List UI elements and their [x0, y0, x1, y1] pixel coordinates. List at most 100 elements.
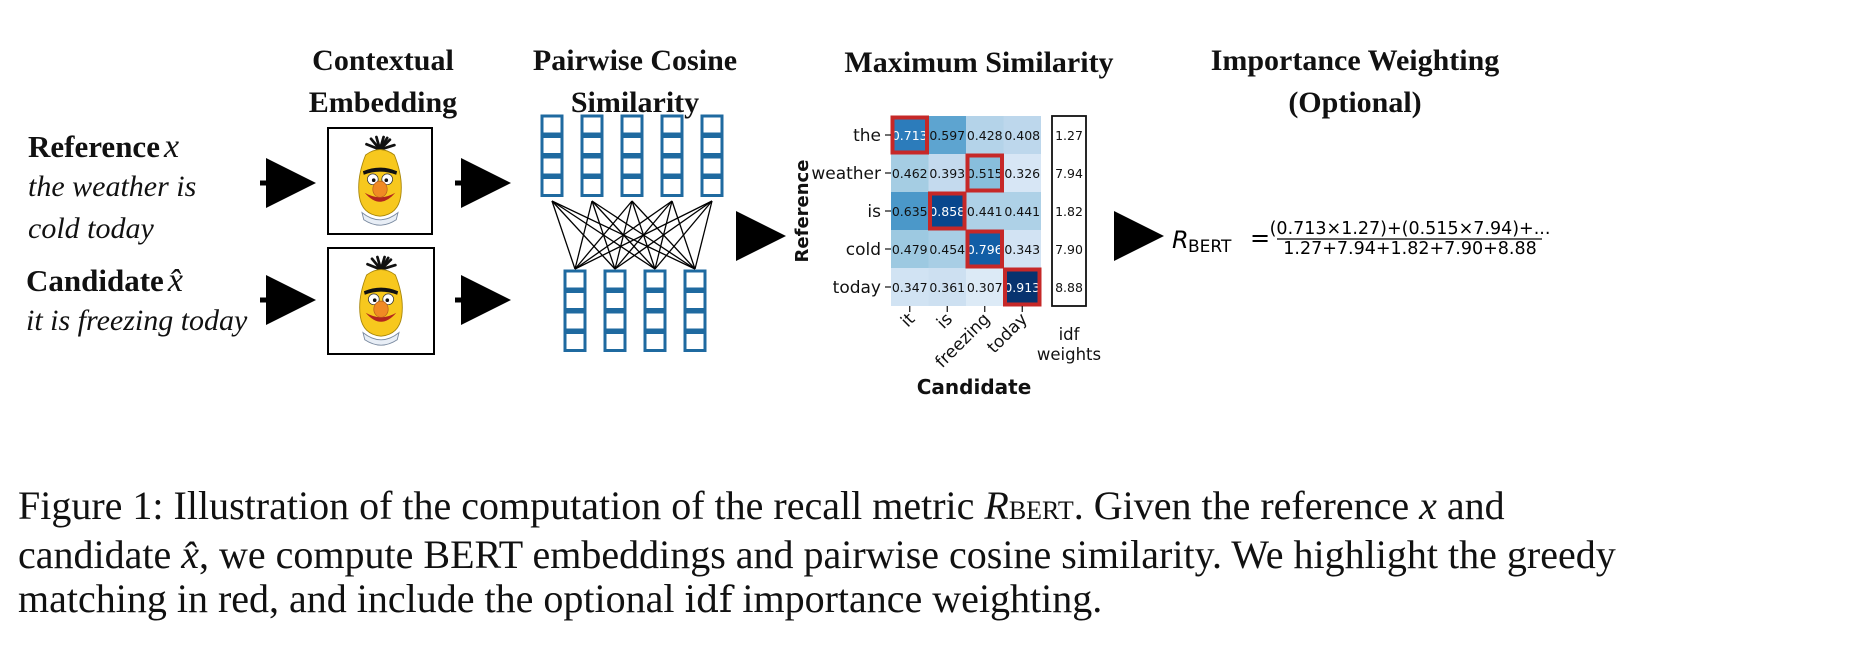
- embedding-cell: [540, 114, 564, 136]
- reference-symbol: x: [163, 128, 180, 165]
- caption-metric-sub: BERT: [1008, 496, 1074, 525]
- heatmap-cell: [891, 192, 929, 230]
- formula-denominator: 1.27+7.94+1.82+7.90+8.88: [1283, 239, 1536, 259]
- network-connection: [614, 200, 713, 270]
- embedding-cell: [563, 269, 587, 291]
- reference-label: Reference: [28, 129, 160, 164]
- pairwise-network: [540, 114, 724, 352]
- heatmap-cell-value: 0.326: [1004, 166, 1040, 181]
- reference-input-block: Reference x the weather is cold today: [28, 128, 196, 250]
- heatmap-ylabel: Reference: [792, 160, 813, 263]
- header-maxsim-line1: Maximum Similarity: [844, 46, 1114, 79]
- embedding-cell: [580, 135, 604, 156]
- heatmap-row-label: is: [867, 202, 881, 222]
- candidate-embedding-column: [683, 269, 707, 352]
- header-contextual-embedding: Contextual Embedding: [290, 40, 476, 124]
- heatmap-cell-value: 0.462: [892, 166, 928, 181]
- heatmap-cell: [928, 116, 966, 154]
- embedding-cell: [580, 155, 604, 177]
- candidate-label: Candidate: [26, 263, 164, 298]
- heatmap-cell-value: 0.713: [892, 128, 928, 143]
- embedding-cell: [700, 114, 724, 136]
- network-connection: [574, 200, 593, 270]
- heatmap-cell-value: 0.597: [929, 128, 965, 143]
- embedding-cell: [660, 176, 684, 197]
- header-pairwise-line2: Similarity: [570, 86, 700, 119]
- arrow-group-left: [260, 158, 1164, 325]
- caption-cand-sym: x̂: [181, 532, 200, 577]
- figure-caption: Figure 1: Illustration of the computatio…: [18, 484, 1848, 623]
- heatmap-cell-value: 0.454: [929, 242, 965, 257]
- embedding-cell: [643, 310, 667, 332]
- embedding-cell: [563, 290, 587, 311]
- reference-embedding-column: [660, 114, 684, 197]
- embedding-cell: [563, 310, 587, 332]
- heatmap-cell-value: 0.858: [929, 204, 965, 219]
- reference-text-line2: cold today: [28, 212, 154, 245]
- heatmap-cell: [891, 116, 929, 154]
- header-contextual-line2: Embedding: [308, 86, 458, 119]
- heatmap-cell-value: 0.307: [967, 280, 1003, 295]
- embedding-cell: [620, 135, 644, 156]
- reference-embedding-column: [540, 114, 564, 197]
- heatmap-cell-value: 0.393: [929, 166, 965, 181]
- heatmap-cell-value: 0.343: [1004, 242, 1040, 257]
- embedding-cell: [643, 331, 667, 352]
- caption-line1-end: and: [1436, 483, 1505, 528]
- caption-line1-pre: Figure 1: Illustration of the computatio…: [18, 483, 985, 528]
- reference-embedding-column: [580, 114, 604, 197]
- idf-weight-value: 8.88: [1055, 280, 1083, 295]
- idf-weights-label: idf: [1059, 325, 1081, 344]
- formula-lhs-sub: BERT: [1188, 237, 1232, 257]
- heatmap-row-label: today: [833, 278, 881, 298]
- similarity-heatmap: 0.713 0.597 0.428 0.408 0.462 0.393 0.515 0.326…: [792, 115, 1101, 399]
- heatmap-col-label: today: [983, 309, 1031, 357]
- embedding-cell: [603, 331, 627, 352]
- heatmap-cell-value: 0.408: [1004, 128, 1040, 143]
- embedding-cell: [580, 114, 604, 136]
- header-pairwise-cosine: Pairwise Cosine Similarity: [510, 40, 760, 124]
- formula-eq: =: [1250, 224, 1270, 252]
- heatmap-cell: [1003, 268, 1041, 306]
- caption-metric: R: [984, 483, 1009, 528]
- heatmap-xlabel: Candidate: [917, 375, 1032, 399]
- idf-weight-value: 1.82: [1055, 204, 1083, 219]
- idf-weights-label: weights: [1037, 345, 1101, 364]
- heatmap-cell: [1003, 154, 1041, 192]
- greedy-match-highlight: [965, 229, 1004, 269]
- greedy-match-highlight: [965, 153, 1004, 193]
- idf-weight-value: 7.94: [1055, 166, 1083, 181]
- caption-line1-post: . Given the reference: [1073, 483, 1420, 528]
- embedding-cell: [620, 155, 644, 177]
- header-importance-line1: Importance Weighting: [1210, 44, 1500, 77]
- embedding-cell: [660, 155, 684, 177]
- candidate-embedding-column: [603, 269, 627, 352]
- embedding-cell: [660, 114, 684, 136]
- embedding-cell: [700, 155, 724, 177]
- header-importance-line2: (Optional): [1288, 86, 1422, 119]
- network-connection: [574, 200, 673, 270]
- network-connection: [574, 200, 633, 270]
- embedding-cell: [700, 135, 724, 156]
- embedding-cell: [660, 135, 684, 156]
- heatmap-cell: [928, 154, 966, 192]
- greedy-match-highlight: [890, 115, 929, 155]
- network-connection: [654, 200, 713, 270]
- caption-ref-sym: x: [1419, 483, 1437, 528]
- header-maximum-similarity: Maximum Similarity: [820, 42, 1138, 84]
- idf-weights-box: [1051, 115, 1087, 307]
- heatmap-cell-value: 0.428: [967, 128, 1003, 143]
- candidate-input-block: Candidate x̂ it is freezing today: [26, 262, 247, 342]
- heatmap-cell-value: 0.479: [892, 242, 928, 257]
- heatmap-cell: [891, 268, 929, 306]
- greedy-match-highlight: [928, 191, 967, 231]
- heatmap-cell-value: 0.515: [967, 166, 1003, 181]
- caption-line3-post: importance weighting.: [732, 576, 1103, 621]
- header-contextual-line1: Contextual: [312, 44, 454, 77]
- heatmap-cell: [966, 192, 1004, 230]
- candidate-text: it is freezing today: [26, 304, 248, 337]
- heatmap-col-label: it: [897, 309, 919, 331]
- embedding-cell: [580, 176, 604, 197]
- caption-line2-post: , we compute BERT embeddings and pairwis…: [199, 532, 1616, 577]
- heatmap-cell: [928, 230, 966, 268]
